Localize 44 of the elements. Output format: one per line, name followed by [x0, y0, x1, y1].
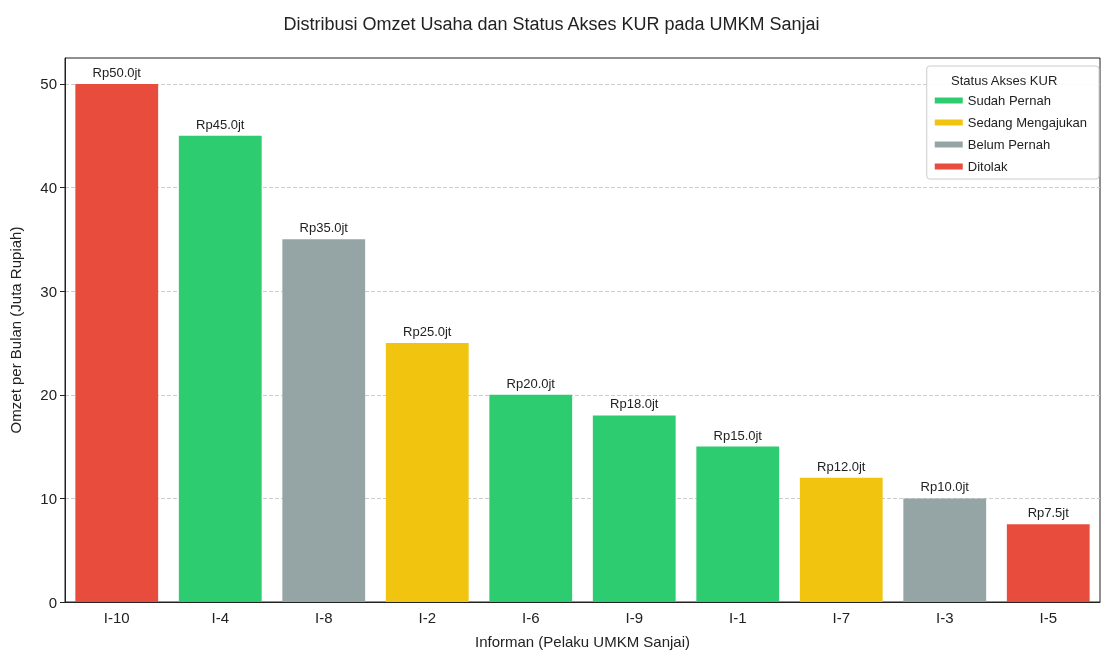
data-label: Rp7.5jt [1027, 505, 1070, 521]
y-axis-title: Omzet per Bulan (Juta Rupiah) [7, 226, 24, 434]
data-label: Rp20.0jt [506, 375, 556, 391]
x-tick-label: I-8 [314, 609, 333, 626]
bar [489, 394, 573, 602]
y-tick-label: 50 [40, 75, 57, 93]
x-axis-title: Informan (Pelaku UMKM Sanjai) [474, 633, 691, 650]
legend-label: Sedang Mengajukan [967, 115, 1088, 130]
chart-title: Distribusi Omzet Usaha dan Status Akses KUR pada UMKM Sanjai [283, 14, 820, 34]
bar [592, 415, 676, 602]
x-tick-label: I-5 [1039, 609, 1058, 626]
legend-title: Status Akses KUR [951, 73, 1058, 88]
x-tick-label: I-6 [521, 609, 540, 626]
data-label: Rp50.0jt [92, 64, 142, 80]
bar [282, 239, 366, 602]
y-tick-label: 40 [40, 179, 57, 197]
data-label: Rp45.0jt [196, 116, 245, 132]
data-label: Rp35.0jt [299, 220, 349, 236]
bar [903, 498, 987, 602]
bar [799, 477, 883, 602]
x-tick-label: I-4 [211, 609, 230, 626]
x-tick-label: I-3 [935, 609, 954, 626]
y-tick-label: 20 [40, 386, 57, 404]
legend-label: Ditolak [967, 159, 1008, 174]
bar [178, 135, 262, 602]
bar [1006, 524, 1090, 602]
bar [75, 83, 159, 602]
x-tick-label: I-9 [625, 609, 644, 626]
bar [385, 342, 469, 602]
y-tick-label: 10 [40, 489, 57, 507]
y-tick-label: 0 [48, 593, 57, 611]
bar [696, 446, 780, 602]
x-tick-label: I-2 [418, 609, 437, 626]
legend-label: Sudah Pernah [967, 93, 1051, 108]
data-label: Rp15.0jt [713, 427, 763, 443]
x-tick-label: I-10 [103, 609, 130, 626]
data-label: Rp25.0jt [403, 323, 452, 339]
data-label: Rp18.0jt [610, 396, 659, 412]
data-label: Rp10.0jt [920, 479, 970, 495]
legend-label: Belum Pernah [967, 137, 1051, 152]
data-label: Rp12.0jt [817, 458, 866, 474]
x-tick-label: I-7 [832, 609, 851, 626]
x-tick-label: I-1 [728, 609, 747, 626]
y-tick-label: 30 [40, 282, 57, 300]
